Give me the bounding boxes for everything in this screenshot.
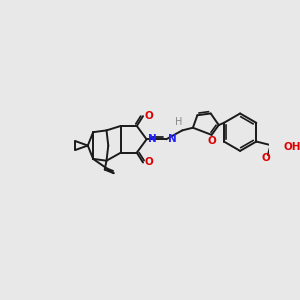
Text: OH: OH <box>284 142 300 152</box>
Text: N: N <box>168 134 177 144</box>
Text: O: O <box>145 111 154 121</box>
Text: O: O <box>207 136 216 146</box>
Text: O: O <box>262 154 271 164</box>
Text: O: O <box>145 158 154 167</box>
Text: N: N <box>148 134 157 144</box>
Text: H: H <box>175 117 182 128</box>
